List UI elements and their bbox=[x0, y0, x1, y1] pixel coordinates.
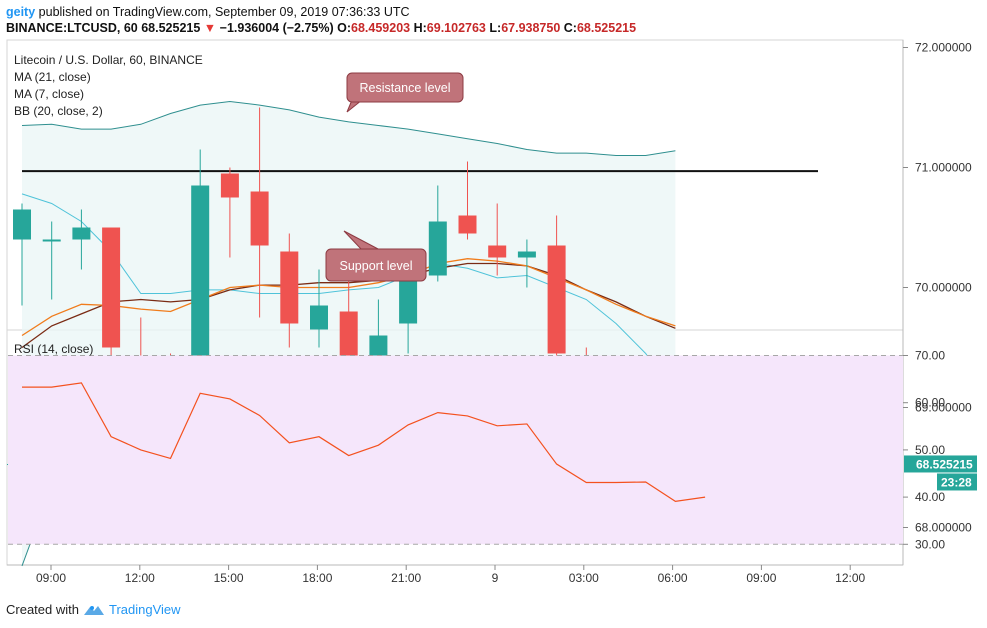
candle-body bbox=[547, 245, 566, 354]
last-price-tag-value: 68.525215 bbox=[916, 457, 973, 471]
rsi-axis-label: 60.00 bbox=[915, 396, 945, 410]
legend-ma21: MA (21, close) bbox=[14, 70, 91, 84]
price-axis-label: 71.000000 bbox=[915, 161, 972, 175]
time-axis-label: 09:00 bbox=[746, 571, 776, 585]
symbol-label: BINANCE:LTCUSD, 60 bbox=[6, 21, 138, 35]
change-value: −1.936004 (−2.75%) bbox=[219, 21, 334, 35]
legend-title: Litecoin / U.S. Dollar, 60, BINANCE bbox=[14, 53, 203, 67]
resistance-callout: Resistance level bbox=[346, 72, 464, 113]
time-axis-label: 03:00 bbox=[569, 571, 599, 585]
resistance-label: Resistance level bbox=[359, 81, 450, 95]
time-axis-label: 06:00 bbox=[658, 571, 688, 585]
rsi-axis-label: 40.00 bbox=[915, 490, 945, 504]
close-value: 68.525215 bbox=[576, 21, 637, 35]
price-axis-label: 68.000000 bbox=[915, 521, 972, 535]
low-label: L: bbox=[489, 21, 502, 35]
time-axis-label: 9 bbox=[492, 571, 499, 585]
candle-body bbox=[220, 173, 239, 198]
footer: Created with TradingView bbox=[6, 602, 181, 617]
price-axis[interactable]: 68.000000 69.000000 70.000000 71.000000 72.0… bbox=[903, 41, 972, 535]
candle-body bbox=[42, 239, 61, 242]
candle[interactable] bbox=[517, 239, 536, 288]
candle[interactable] bbox=[280, 233, 299, 348]
time-axis-label: 18:00 bbox=[302, 571, 332, 585]
candle[interactable] bbox=[220, 167, 239, 258]
support-callout-box bbox=[325, 248, 427, 282]
publisher-username[interactable]: geity bbox=[6, 5, 36, 19]
rsi-line bbox=[22, 382, 706, 502]
candle[interactable] bbox=[428, 185, 447, 282]
low-value: 67.938750 bbox=[501, 21, 561, 35]
candle-body bbox=[458, 215, 477, 234]
rsi-axis-label: 30.00 bbox=[915, 537, 945, 551]
countdown-tag-value: 23:28 bbox=[941, 475, 972, 489]
candle[interactable] bbox=[458, 161, 477, 240]
candle[interactable] bbox=[72, 209, 91, 270]
candle[interactable] bbox=[488, 203, 507, 276]
rsi-axis-label: 50.00 bbox=[915, 443, 945, 457]
open-value: 68.459203 bbox=[351, 21, 411, 35]
last-price: 68.525215 bbox=[141, 21, 201, 35]
bb-upper-line bbox=[21, 100, 676, 156]
candle-body bbox=[399, 269, 418, 324]
candle[interactable] bbox=[310, 269, 328, 348]
time-axis[interactable]: 09:00 12:00 15:00 18:00 21:00 9 03:00 06:00 09:0… bbox=[36, 565, 866, 585]
high-label: H: bbox=[413, 21, 427, 35]
legend-ma7: MA (7, close) bbox=[14, 87, 84, 101]
countdown-tag-box bbox=[937, 473, 977, 491]
time-axis-label: 09:00 bbox=[36, 571, 66, 585]
time-axis-label: 21:00 bbox=[391, 571, 421, 585]
candle-body bbox=[280, 251, 299, 324]
support-callout: Support level bbox=[325, 230, 427, 282]
candle-body bbox=[72, 227, 91, 240]
resistance-callout-box bbox=[346, 72, 464, 103]
candle-body bbox=[517, 251, 536, 258]
high-value: 69.102763 bbox=[426, 21, 486, 35]
last-price-tag: 68.525215 23:28 bbox=[904, 455, 977, 491]
candle[interactable] bbox=[42, 221, 61, 300]
chart-canvas[interactable]: 68.000000 69.000000 70.000000 71.000000 72.0… bbox=[0, 0, 987, 600]
last-price-tag-box bbox=[904, 455, 977, 473]
rsi-band-fill bbox=[8, 355, 903, 545]
candle-body bbox=[13, 209, 31, 240]
open-label: O: bbox=[337, 21, 352, 35]
tradingview-logo-icon bbox=[83, 605, 104, 615]
candle-body bbox=[428, 221, 447, 276]
candle-body bbox=[310, 305, 328, 330]
candle-body bbox=[102, 227, 121, 348]
candle[interactable] bbox=[250, 107, 269, 318]
legend-bb: BB (20, close, 2) bbox=[14, 104, 103, 118]
ohlc-line: BINANCE:LTCUSD, 60 68.525215 ▼ −1.936004… bbox=[6, 20, 976, 36]
rsi-axis-label: 70.00 bbox=[915, 349, 945, 363]
time-axis-label: 12:00 bbox=[835, 571, 865, 585]
footer-created-text: Created with bbox=[6, 602, 79, 617]
rsi-indicator: 30.00 40.00 50.00 60.00 70.00 bbox=[8, 349, 945, 551]
price-axis-label: 69.000000 bbox=[915, 401, 972, 415]
close-label: C: bbox=[563, 21, 577, 35]
chart-header: geity published on TradingView.com, Sept… bbox=[6, 4, 976, 36]
candle-body bbox=[191, 185, 210, 408]
price-axis-label: 72.000000 bbox=[915, 41, 972, 55]
time-axis-label: 12:00 bbox=[125, 571, 155, 585]
legend-rsi: RSI (14, close) bbox=[14, 342, 93, 356]
candle-body bbox=[250, 191, 269, 246]
candle-body bbox=[488, 245, 507, 258]
time-axis-label: 15:00 bbox=[214, 571, 244, 585]
price-axis-label: 70.000000 bbox=[915, 281, 972, 295]
footer-brand[interactable]: TradingView bbox=[108, 602, 181, 617]
down-arrow-icon: ▼ bbox=[203, 21, 217, 35]
candle[interactable] bbox=[13, 203, 31, 306]
support-label: Support level bbox=[340, 259, 413, 273]
published-info: published on TradingView.com, September … bbox=[38, 5, 410, 19]
